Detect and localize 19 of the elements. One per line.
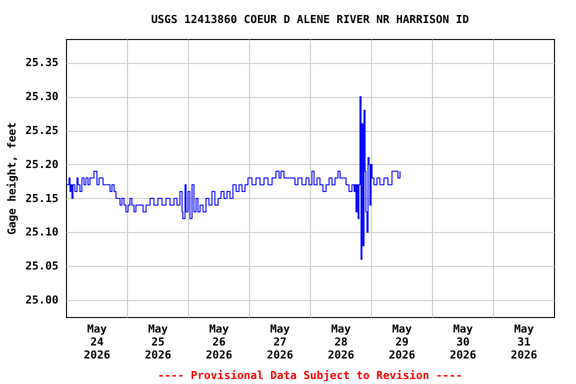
x-tick-label: May 25 2026 [144, 322, 172, 362]
x-tick-label: May 27 2026 [266, 322, 294, 362]
x-tick-label: May 26 2026 [206, 322, 233, 362]
text: ---- Provisional Data Subject to Revision ---- [158, 369, 462, 382]
y-tick-label: 25.35 [25, 56, 58, 70]
x-tick-label: May 31 2026 [510, 322, 538, 362]
x-tick-label: May 29 2026 [388, 322, 416, 362]
y-tick-label: 25.00 [25, 294, 58, 307]
x-tick-label: May 24 2026 [84, 322, 111, 362]
y-tick-label: 25.25 [25, 124, 58, 138]
y-tick-label: 25.20 [25, 158, 58, 171]
y-tick-label: 25.05 [25, 260, 58, 273]
y-tick-label: 25.10 [25, 226, 58, 239]
chart-title: USGS 12413860 COEUR D ALENE RIVER NR HARRISON ID [151, 13, 470, 26]
y-tick-label: 25.30 [25, 90, 58, 104]
y-tick-label: 25.15 [25, 192, 58, 205]
y-axis-title: Gage height, feet [5, 122, 18, 235]
x-tick-label: May 28 2026 [328, 322, 355, 362]
x-tick-label: May 30 2026 [450, 322, 477, 362]
